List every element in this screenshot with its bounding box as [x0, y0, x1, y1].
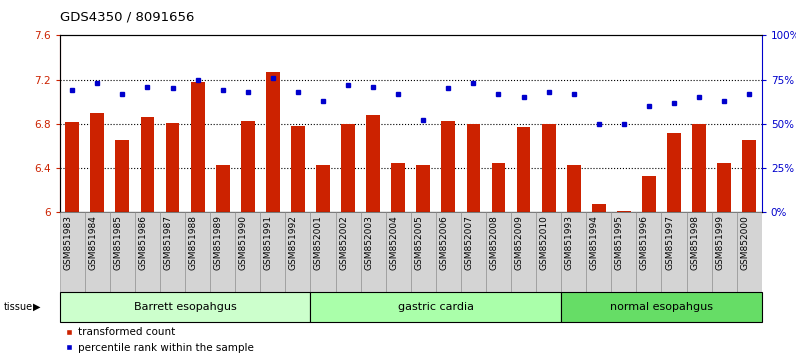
Bar [60, 212, 84, 292]
Text: GSM852010: GSM852010 [540, 215, 548, 270]
Bar [285, 212, 310, 292]
Bar [567, 165, 580, 354]
Bar [310, 212, 335, 292]
Bar [617, 211, 630, 354]
Text: GSM851994: GSM851994 [590, 215, 599, 270]
Bar [110, 212, 135, 292]
Bar [642, 176, 656, 354]
Bar [115, 141, 129, 354]
Text: GSM851986: GSM851986 [139, 215, 147, 270]
Bar [361, 212, 385, 292]
Text: GSM851983: GSM851983 [63, 215, 72, 270]
Bar [461, 212, 486, 292]
Bar [385, 212, 411, 292]
Text: GSM851992: GSM851992 [289, 215, 298, 270]
Bar [561, 292, 762, 322]
Bar [542, 124, 556, 354]
Bar [291, 126, 305, 354]
Text: GSM852005: GSM852005 [414, 215, 423, 270]
Bar [436, 212, 461, 292]
Text: GSM852009: GSM852009 [514, 215, 524, 270]
Text: GSM851998: GSM851998 [690, 215, 699, 270]
Bar [366, 115, 380, 354]
Bar [341, 124, 355, 354]
Text: GSM851995: GSM851995 [615, 215, 624, 270]
Bar [160, 212, 185, 292]
Text: GSM852007: GSM852007 [464, 215, 474, 270]
Bar [335, 212, 361, 292]
Bar [260, 212, 285, 292]
Text: GSM851985: GSM851985 [113, 215, 123, 270]
Bar [210, 212, 235, 292]
Text: GSM852006: GSM852006 [439, 215, 448, 270]
Text: GDS4350 / 8091656: GDS4350 / 8091656 [60, 11, 194, 24]
Bar [235, 212, 260, 292]
Bar [84, 212, 110, 292]
Bar [392, 162, 405, 354]
Text: GSM851997: GSM851997 [665, 215, 674, 270]
Bar [517, 127, 530, 354]
Bar [416, 165, 430, 354]
Text: GSM851988: GSM851988 [189, 215, 197, 270]
Bar [586, 212, 611, 292]
Text: GSM851984: GSM851984 [88, 215, 97, 270]
Text: normal esopahgus: normal esopahgus [610, 302, 713, 312]
Text: GSM852002: GSM852002 [339, 215, 348, 269]
Bar [411, 212, 435, 292]
Bar [693, 124, 706, 354]
Text: GSM851990: GSM851990 [239, 215, 248, 270]
Text: GSM851991: GSM851991 [263, 215, 273, 270]
Bar [686, 212, 712, 292]
Text: GSM852000: GSM852000 [740, 215, 749, 270]
Bar [60, 292, 310, 322]
Bar [91, 113, 104, 354]
Bar [486, 212, 511, 292]
Text: Barrett esopahgus: Barrett esopahgus [134, 302, 236, 312]
Bar [216, 165, 229, 354]
Bar [636, 212, 661, 292]
Bar [466, 124, 480, 354]
Bar [561, 212, 586, 292]
Bar [266, 72, 279, 354]
Bar [135, 212, 160, 292]
Bar [316, 165, 330, 354]
Bar [536, 212, 561, 292]
Bar [65, 122, 79, 354]
Text: GSM851999: GSM851999 [715, 215, 724, 270]
Bar [661, 212, 686, 292]
Text: GSM851993: GSM851993 [564, 215, 574, 270]
Bar [743, 141, 756, 354]
Bar [611, 212, 636, 292]
Bar [310, 292, 561, 322]
Bar [241, 121, 255, 354]
Legend: transformed count, percentile rank within the sample: transformed count, percentile rank withi… [65, 327, 255, 353]
Text: GSM852003: GSM852003 [364, 215, 373, 270]
Text: GSM851996: GSM851996 [640, 215, 649, 270]
Bar [166, 123, 179, 354]
Text: GSM852008: GSM852008 [490, 215, 498, 270]
Bar [717, 162, 731, 354]
Text: GSM852004: GSM852004 [389, 215, 398, 269]
Text: tissue: tissue [4, 302, 33, 312]
Bar [592, 204, 606, 354]
Text: GSM852001: GSM852001 [314, 215, 323, 270]
Bar [442, 121, 455, 354]
Bar [511, 212, 536, 292]
Bar [492, 162, 505, 354]
Text: GSM851987: GSM851987 [163, 215, 173, 270]
Bar [185, 212, 210, 292]
Bar [712, 212, 736, 292]
Bar [191, 82, 205, 354]
Text: ▶: ▶ [33, 302, 41, 312]
Bar [141, 117, 154, 354]
Bar [736, 212, 762, 292]
Bar [667, 133, 681, 354]
Text: gastric cardia: gastric cardia [398, 302, 474, 312]
Text: GSM851989: GSM851989 [213, 215, 223, 270]
